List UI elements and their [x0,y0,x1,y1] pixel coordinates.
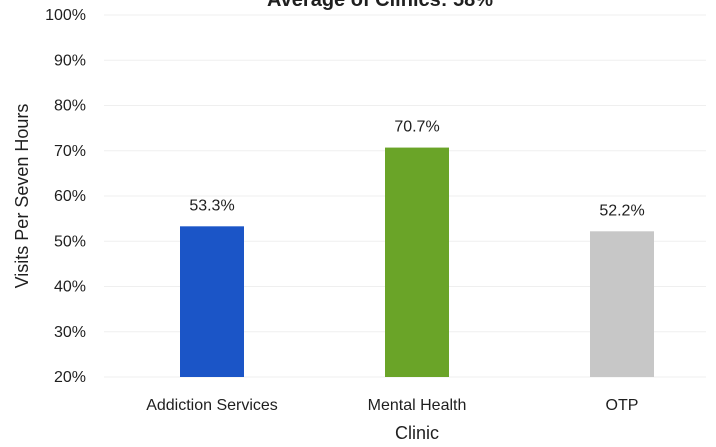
y-tick-label: 50% [54,233,86,250]
y-tick-label: 90% [54,52,86,69]
chart-title: Average of Clinics: 58% [267,0,493,11]
x-tick-label: Addiction Services [146,397,278,414]
bar [385,147,449,377]
y-tick-label: 80% [54,98,86,115]
x-tick-label: OTP [606,397,639,414]
y-tick-label: 70% [54,143,86,160]
y-tick-label: 30% [54,324,86,341]
y-tick-label: 40% [54,279,86,296]
data-label: 52.2% [599,202,644,219]
bar [180,226,244,377]
y-tick-label: 60% [54,188,86,205]
y-axis-title: Visits Per Seven Hours [12,104,32,289]
bar [590,231,654,377]
data-label: 53.3% [189,197,234,214]
bars [180,147,654,377]
labels: 20% 30% 40% 50% 60% 70% 80% 90% 100% 53.3% Addicti… [45,7,645,414]
x-tick-label: Mental Health [368,397,467,414]
y-tick-label: 100% [45,7,86,24]
y-tick-label: 20% [54,369,86,386]
x-axis-title: Clinic [395,423,439,443]
data-label: 70.7% [394,119,439,136]
